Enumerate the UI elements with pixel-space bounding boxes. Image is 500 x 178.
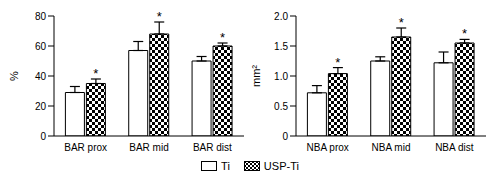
svg-text:*: * [220,30,225,45]
svg-text:BAR dist: BAR dist [193,142,232,153]
svg-text:NBA prox: NBA prox [307,142,349,153]
svg-text:20: 20 [35,101,47,112]
svg-text:*: * [157,9,162,24]
html-text:USP-Ti: USP-Ti [263,160,299,172]
svg-text:80: 80 [35,11,47,22]
svg-text:BAR prox: BAR prox [64,142,107,153]
svg-text:0: 0 [40,131,46,142]
svg-text:0.5: 0.5 [274,101,288,112]
svg-text:60: 60 [35,41,47,52]
svg-text:%: % [8,71,20,81]
svg-text:*: * [399,15,404,30]
svg-text:0: 0 [282,131,288,142]
svg-text:NBA dist: NBA dist [435,142,474,153]
svg-text:NBA mid: NBA mid [372,142,411,153]
html-text:Ti: Ti [221,160,230,172]
svg-text:*: * [335,55,340,70]
svg-text:2.0: 2.0 [274,11,288,22]
svg-text:mm²: mm² [250,65,262,87]
svg-text:BAR mid: BAR mid [129,142,168,153]
svg-text:*: * [93,66,98,81]
svg-text:40: 40 [35,71,47,82]
svg-text:1.0: 1.0 [274,71,288,82]
svg-text:*: * [462,26,467,41]
svg-text:1.5: 1.5 [274,41,288,52]
